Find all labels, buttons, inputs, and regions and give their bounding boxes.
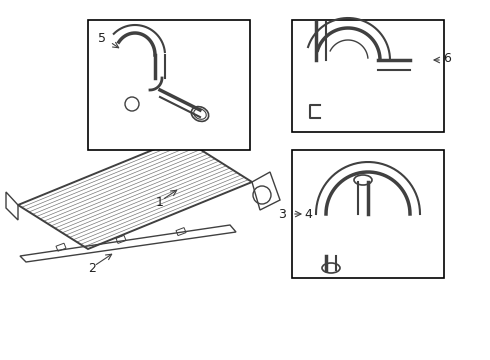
- Bar: [88, 20, 250, 150]
- Text: 5: 5: [98, 31, 106, 45]
- Text: 4: 4: [304, 207, 312, 220]
- Text: 2: 2: [88, 261, 96, 275]
- Bar: [292, 20, 444, 132]
- Text: 1: 1: [156, 195, 164, 208]
- Text: 3: 3: [278, 207, 286, 220]
- Text: 6: 6: [443, 51, 451, 64]
- Bar: [292, 150, 444, 278]
